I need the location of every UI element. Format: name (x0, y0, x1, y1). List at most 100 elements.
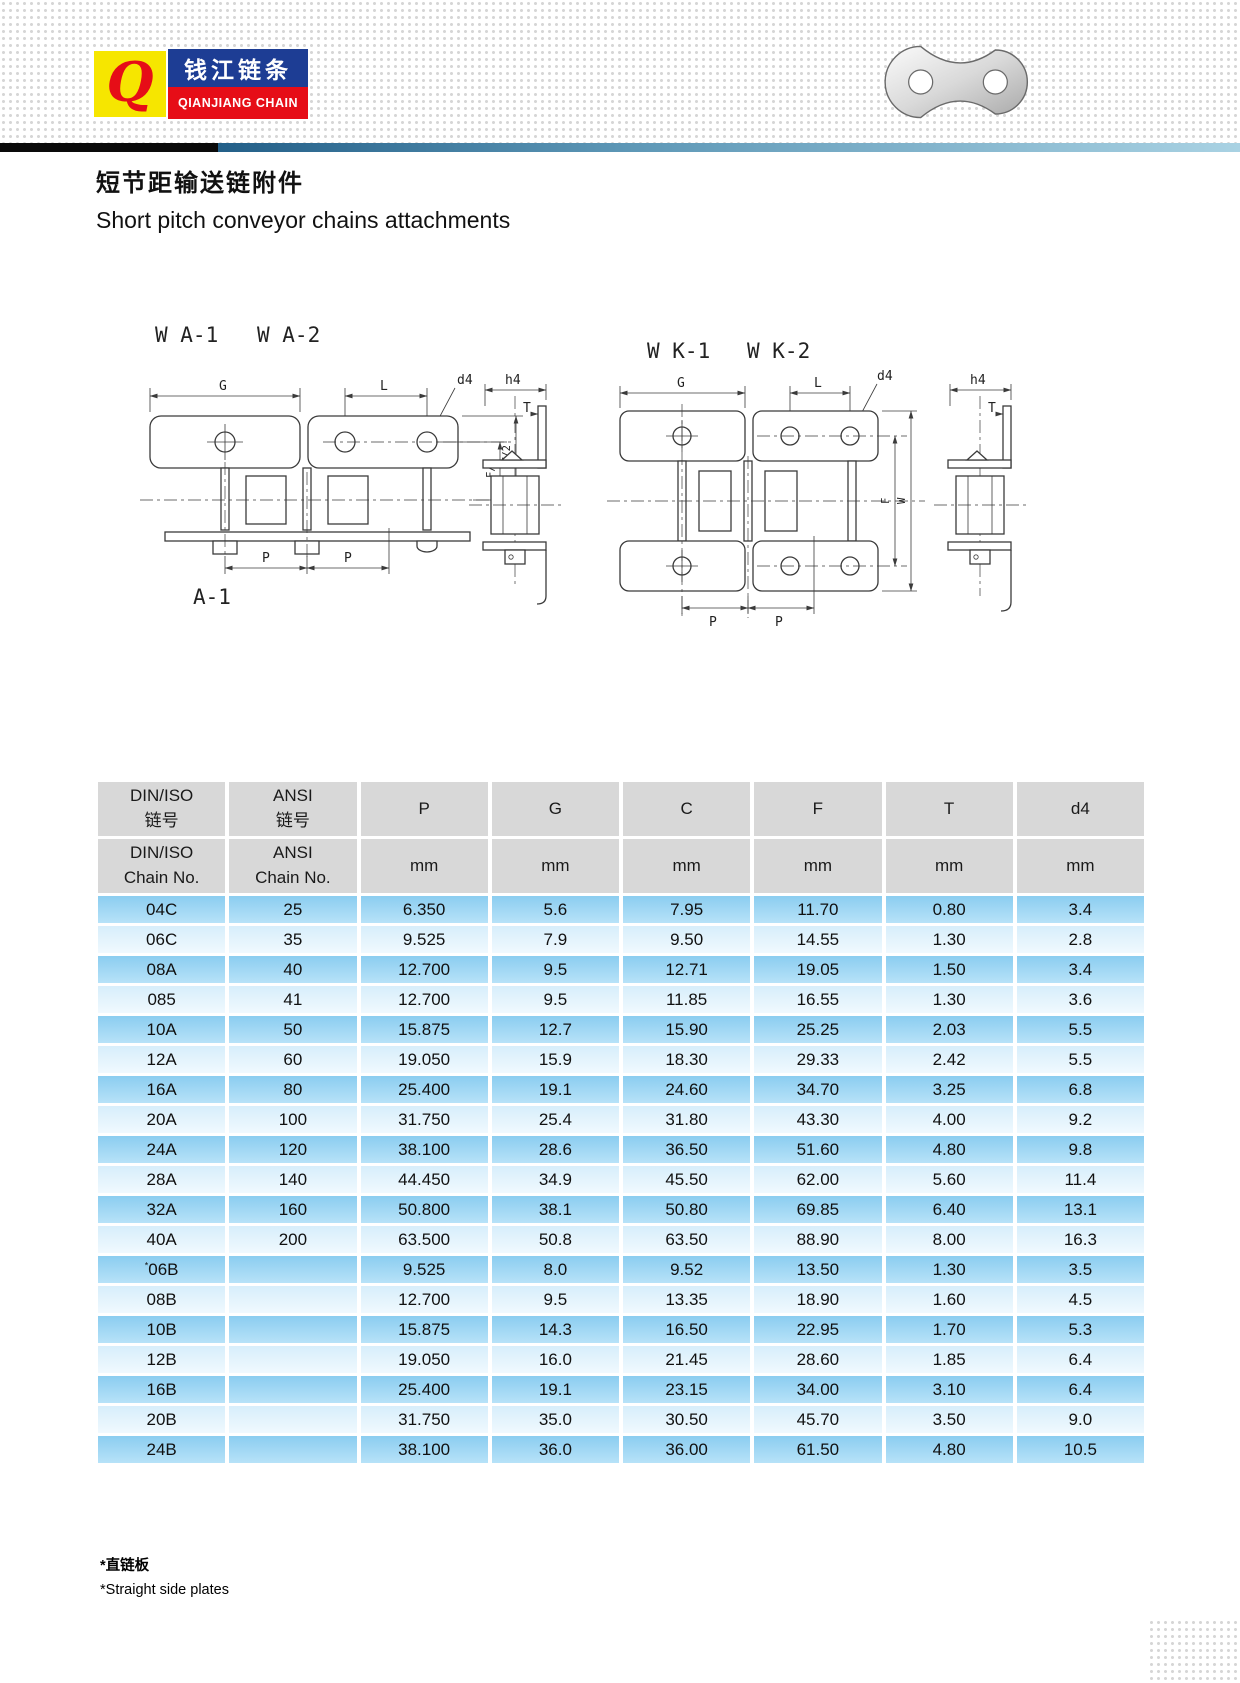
brand-logo: Q 钱江链条 QIANJIANG CHAIN (92, 49, 308, 119)
table-cell: 51.60 (754, 1136, 882, 1163)
table-cell: 80 (229, 1076, 357, 1103)
drawing-wk-front: W K-1 W K-2 G L d4 (607, 339, 925, 630)
plate-outline (884, 45, 1029, 119)
table-cell: 1.50 (885, 956, 1013, 983)
table-cell: 14.3 (491, 1316, 619, 1343)
brand-name-en: QIANJIANG CHAIN (168, 87, 308, 119)
spec-table: DIN/ISO 链号 ANSI 链号 P G C F T d4 DIN/ISO Cha… (94, 779, 1148, 1466)
table-cell: 23.15 (623, 1376, 751, 1403)
table-cell: 16A (98, 1076, 226, 1103)
table-cell: 34.9 (491, 1166, 619, 1193)
table-cell: 4.00 (885, 1106, 1013, 1133)
table-cell: 45.70 (754, 1406, 882, 1433)
table-cell: 40 (229, 956, 357, 983)
table-header-row-1: DIN/ISO 链号 ANSI 链号 P G C F T d4 (98, 782, 1144, 836)
spec-table-body: 04C 25 6.350 5.6 7.95 11.70 0.80 3.4 06C 35 9.525 7… (98, 896, 1144, 1463)
dim-label-g-right: G (677, 376, 685, 391)
table-cell: 31.750 (360, 1106, 488, 1133)
drawing-wa-front: W A-1 W A-2 G L d4 (140, 323, 530, 609)
table-cell: 36.50 (623, 1136, 751, 1163)
table-cell: 8.00 (885, 1226, 1013, 1253)
table-cell: 3.4 (1016, 956, 1144, 983)
table-cell: 18.30 (623, 1046, 751, 1073)
table-cell: 44.450 (360, 1166, 488, 1193)
divider-gradient-segment (218, 143, 1240, 152)
dim-label-d4: d4 (457, 373, 473, 388)
table-cell: 08B (98, 1286, 226, 1313)
table-cell: 32A (98, 1196, 226, 1223)
table-cell: 31.80 (623, 1106, 751, 1133)
dim-label-w-right: W (896, 497, 908, 504)
table-row: 12A 60 19.050 15.9 18.30 29.33 2.42 5.5 (98, 1046, 1144, 1073)
table-cell: 62.00 (754, 1166, 882, 1193)
plate-hole-left (908, 69, 934, 95)
table-cell: 6.8 (1016, 1076, 1144, 1103)
table-cell: 10A (98, 1016, 226, 1043)
table-cell: 1.30 (885, 986, 1013, 1013)
dim-label-g: G (219, 379, 227, 394)
table-cell: 160 (229, 1196, 357, 1223)
table-cell: 2.42 (885, 1046, 1013, 1073)
dim-label-t-right: T (988, 401, 996, 416)
table-cell: 14.55 (754, 926, 882, 953)
table-cell: 50.800 (360, 1196, 488, 1223)
table-cell (229, 1406, 357, 1433)
table-cell: 25.4 (491, 1106, 619, 1133)
table-cell: 60 (229, 1046, 357, 1073)
table-cell: 1.30 (885, 1256, 1013, 1283)
table-cell: 3.25 (885, 1076, 1013, 1103)
table-row: 085 41 12.700 9.5 11.85 16.55 1.30 3.6 (98, 986, 1144, 1013)
table-cell: 06C (98, 926, 226, 953)
table-cell: 38.100 (360, 1436, 488, 1463)
dim-label-f-right: F (880, 498, 892, 504)
unit-header-c: mm (623, 839, 751, 893)
table-cell: 7.9 (491, 926, 619, 953)
table-cell: 16.50 (623, 1316, 751, 1343)
table-cell: 38.100 (360, 1136, 488, 1163)
table-cell: 100 (229, 1106, 357, 1133)
table-cell: 120 (229, 1136, 357, 1163)
dim-label-p2-right: P (775, 615, 783, 630)
table-cell: 31.750 (360, 1406, 488, 1433)
table-cell: 69.85 (754, 1196, 882, 1223)
table-cell: 5.3 (1016, 1316, 1144, 1343)
table-cell: 29.33 (754, 1046, 882, 1073)
table-cell: 15.9 (491, 1046, 619, 1073)
footnote-en: *Straight side plates (100, 1582, 229, 1598)
table-cell: 88.90 (754, 1226, 882, 1253)
table-header-row-2: DIN/ISO Chain No. ANSI Chain No. mm mm mm … (98, 839, 1144, 893)
logo-monogram: Q (106, 50, 154, 114)
table-cell: 16.55 (754, 986, 882, 1013)
dim-label-l: L (380, 379, 388, 394)
dim-label-t-left: T (523, 401, 531, 416)
col-header-ansi-en: ANSI Chain No. (229, 839, 357, 893)
table-cell: 08A (98, 956, 226, 983)
table-cell: 38.1 (491, 1196, 619, 1223)
corner-pattern (1148, 1619, 1240, 1683)
footnotes: *直链板 *Straight side plates (100, 1554, 229, 1598)
table-cell: 10B (98, 1316, 226, 1343)
table-cell: 16.3 (1016, 1226, 1144, 1253)
table-cell: 4.5 (1016, 1286, 1144, 1313)
table-cell: 12.7 (491, 1016, 619, 1043)
table-cell: 6.40 (885, 1196, 1013, 1223)
table-cell: 9.5 (491, 986, 619, 1013)
table-cell: 35.0 (491, 1406, 619, 1433)
table-cell: 45.50 (623, 1166, 751, 1193)
table-row: 06C 35 9.525 7.9 9.50 14.55 1.30 2.8 (98, 926, 1144, 953)
table-cell: 12.71 (623, 956, 751, 983)
table-cell (229, 1436, 357, 1463)
drawing-wk-side: h4 T (934, 373, 1026, 612)
table-cell: 0.80 (885, 896, 1013, 923)
table-cell: 24B (98, 1436, 226, 1463)
drawing-title-wa1: W A-1 (155, 323, 218, 347)
table-row: 16A 80 25.400 19.1 24.60 34.70 3.25 6.8 (98, 1076, 1144, 1103)
drawing-title-wk2: W K-2 (747, 339, 810, 363)
unit-header-f: mm (754, 839, 882, 893)
col-header-g: G (491, 782, 619, 836)
table-cell: 15.875 (360, 1316, 488, 1343)
table-cell: 6.4 (1016, 1376, 1144, 1403)
logo-mark: Q (92, 49, 168, 119)
table-cell: 1.30 (885, 926, 1013, 953)
table-cell: 15.875 (360, 1016, 488, 1043)
